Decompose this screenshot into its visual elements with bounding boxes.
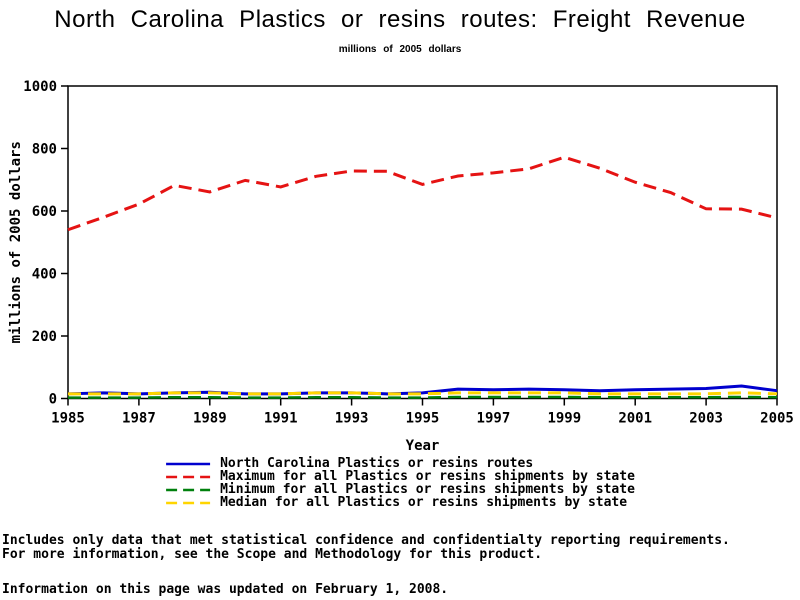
x-axis-title: Year [406,438,440,454]
y-tick-label: 400 [32,267,57,283]
chart-title: North Carolina Plastics or resins routes… [54,6,746,33]
update-date-note: Information on this page was updated on … [2,582,449,597]
y-axis-title: millions of 2005 dollars [8,141,24,343]
x-tick-label: 1993 [335,411,369,427]
x-tick-label: 1989 [193,411,227,427]
footnote-line-1: Includes only data that met statistical … [2,533,730,548]
x-tick-label: 1995 [406,411,440,427]
x-tick-label: 1985 [51,411,85,427]
plot-frame [67,85,778,400]
legend-line-swatch-icon [166,501,211,504]
x-tick-label: 1999 [547,411,581,427]
series-line-1 [67,155,778,232]
y-tick-label: 600 [32,204,57,220]
legend-item: Minimum for all Plastics or resins shipm… [165,482,635,497]
legend-line-swatch-icon [166,475,211,478]
x-tick-label: 1991 [264,411,298,427]
footnotes: Includes only data that met statistical … [2,534,730,561]
x-tick-label: 1987 [122,411,156,427]
chart-subtitle: millions of 2005 dollars [338,44,462,55]
legend-label: Minimum for all Plastics or resins shipm… [220,482,635,497]
y-tick-label: 200 [32,329,57,345]
x-tick-label: 1997 [477,411,511,427]
legend-line-swatch-icon [166,462,211,465]
series-line-0 [67,384,778,396]
y-tick-label: 800 [32,142,57,158]
y-tick-label: 0 [49,392,57,408]
legend-label: Maximum for all Plastics or resins shipm… [220,469,635,484]
legend-item: Maximum for all Plastics or resins shipm… [165,469,635,484]
y-tick-label: 1000 [23,79,57,95]
footnote-line-2: For more information, see the Scope and … [2,546,543,562]
legend-item: Median for all Plastics or resins shipme… [165,495,635,510]
x-axis: 1985 1987 1989 1991 1993 1995 1997 1999 2001 2003… [51,398,794,427]
x-tick-label: 2005 [760,411,794,427]
legend: North Carolina Plastics or resins routes… [165,456,635,510]
legend-label: North Carolina Plastics or resins routes [220,456,534,471]
legend-label: Median for all Plastics or resins shipme… [220,495,628,510]
x-tick-label: 2001 [618,411,652,427]
series-line-2 [68,395,778,399]
legend-item: North Carolina Plastics or resins routes [165,456,635,471]
y-axis: 0 200 400 600 800 1000 [23,79,68,408]
series-line-3 [68,391,778,396]
legend-line-swatch-icon [166,488,211,491]
plot-area: 0 200 400 600 800 1000 1985 1987 1989 1991 1993 199… [8,79,794,454]
x-tick-label: 2003 [689,411,723,427]
